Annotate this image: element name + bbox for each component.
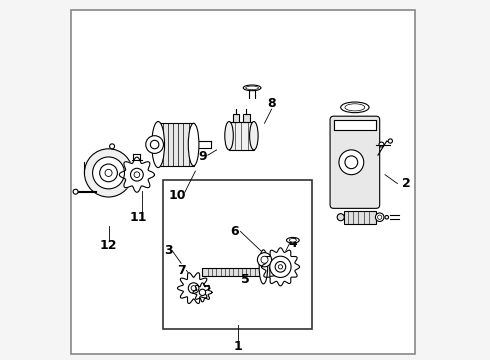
Ellipse shape bbox=[287, 238, 299, 243]
Text: 11: 11 bbox=[130, 211, 147, 224]
Circle shape bbox=[146, 136, 164, 153]
Text: 5: 5 bbox=[241, 273, 249, 286]
Polygon shape bbox=[262, 248, 299, 286]
Polygon shape bbox=[177, 273, 210, 303]
Circle shape bbox=[261, 256, 268, 263]
Ellipse shape bbox=[259, 250, 268, 284]
Circle shape bbox=[110, 144, 115, 149]
Text: 6: 6 bbox=[230, 225, 239, 238]
Circle shape bbox=[99, 164, 118, 182]
Text: 10: 10 bbox=[169, 189, 186, 202]
Circle shape bbox=[93, 157, 124, 189]
Circle shape bbox=[337, 214, 344, 221]
Bar bbox=[202, 268, 270, 276]
Polygon shape bbox=[270, 268, 280, 276]
Ellipse shape bbox=[188, 123, 199, 166]
Ellipse shape bbox=[289, 238, 296, 242]
Circle shape bbox=[278, 265, 283, 269]
Ellipse shape bbox=[249, 122, 258, 150]
Bar bbox=[243, 114, 249, 122]
Circle shape bbox=[379, 142, 384, 147]
Ellipse shape bbox=[243, 85, 261, 91]
Circle shape bbox=[375, 213, 384, 221]
Circle shape bbox=[191, 285, 196, 291]
Circle shape bbox=[388, 139, 392, 143]
Polygon shape bbox=[120, 157, 154, 192]
Ellipse shape bbox=[345, 104, 365, 111]
FancyBboxPatch shape bbox=[330, 116, 380, 208]
Ellipse shape bbox=[245, 86, 258, 90]
Circle shape bbox=[345, 156, 358, 168]
Ellipse shape bbox=[153, 123, 164, 166]
Circle shape bbox=[385, 215, 389, 219]
Ellipse shape bbox=[152, 122, 165, 168]
Circle shape bbox=[339, 150, 364, 175]
Bar bbox=[334, 120, 376, 130]
Text: 3: 3 bbox=[164, 244, 172, 257]
Text: 12: 12 bbox=[100, 239, 117, 252]
Circle shape bbox=[134, 172, 140, 177]
Circle shape bbox=[199, 289, 206, 296]
Circle shape bbox=[275, 261, 286, 272]
Circle shape bbox=[84, 149, 133, 197]
Circle shape bbox=[257, 253, 271, 267]
Text: 1: 1 bbox=[234, 340, 242, 353]
Text: 2: 2 bbox=[402, 177, 411, 190]
Ellipse shape bbox=[225, 122, 233, 150]
Text: 9: 9 bbox=[198, 150, 207, 163]
Bar bbox=[164, 180, 312, 329]
Circle shape bbox=[130, 168, 143, 181]
Circle shape bbox=[270, 256, 291, 278]
Text: 8: 8 bbox=[267, 97, 276, 110]
Circle shape bbox=[378, 215, 382, 219]
Ellipse shape bbox=[341, 102, 369, 113]
Circle shape bbox=[150, 140, 159, 149]
Bar bbox=[233, 114, 239, 122]
Circle shape bbox=[188, 283, 199, 293]
Circle shape bbox=[73, 189, 78, 194]
Circle shape bbox=[105, 169, 112, 176]
Text: 7: 7 bbox=[177, 264, 186, 277]
Text: 4: 4 bbox=[289, 237, 297, 250]
Bar bbox=[229, 122, 254, 150]
Polygon shape bbox=[193, 283, 212, 302]
Bar bbox=[158, 123, 194, 166]
Bar bbox=[344, 211, 376, 224]
